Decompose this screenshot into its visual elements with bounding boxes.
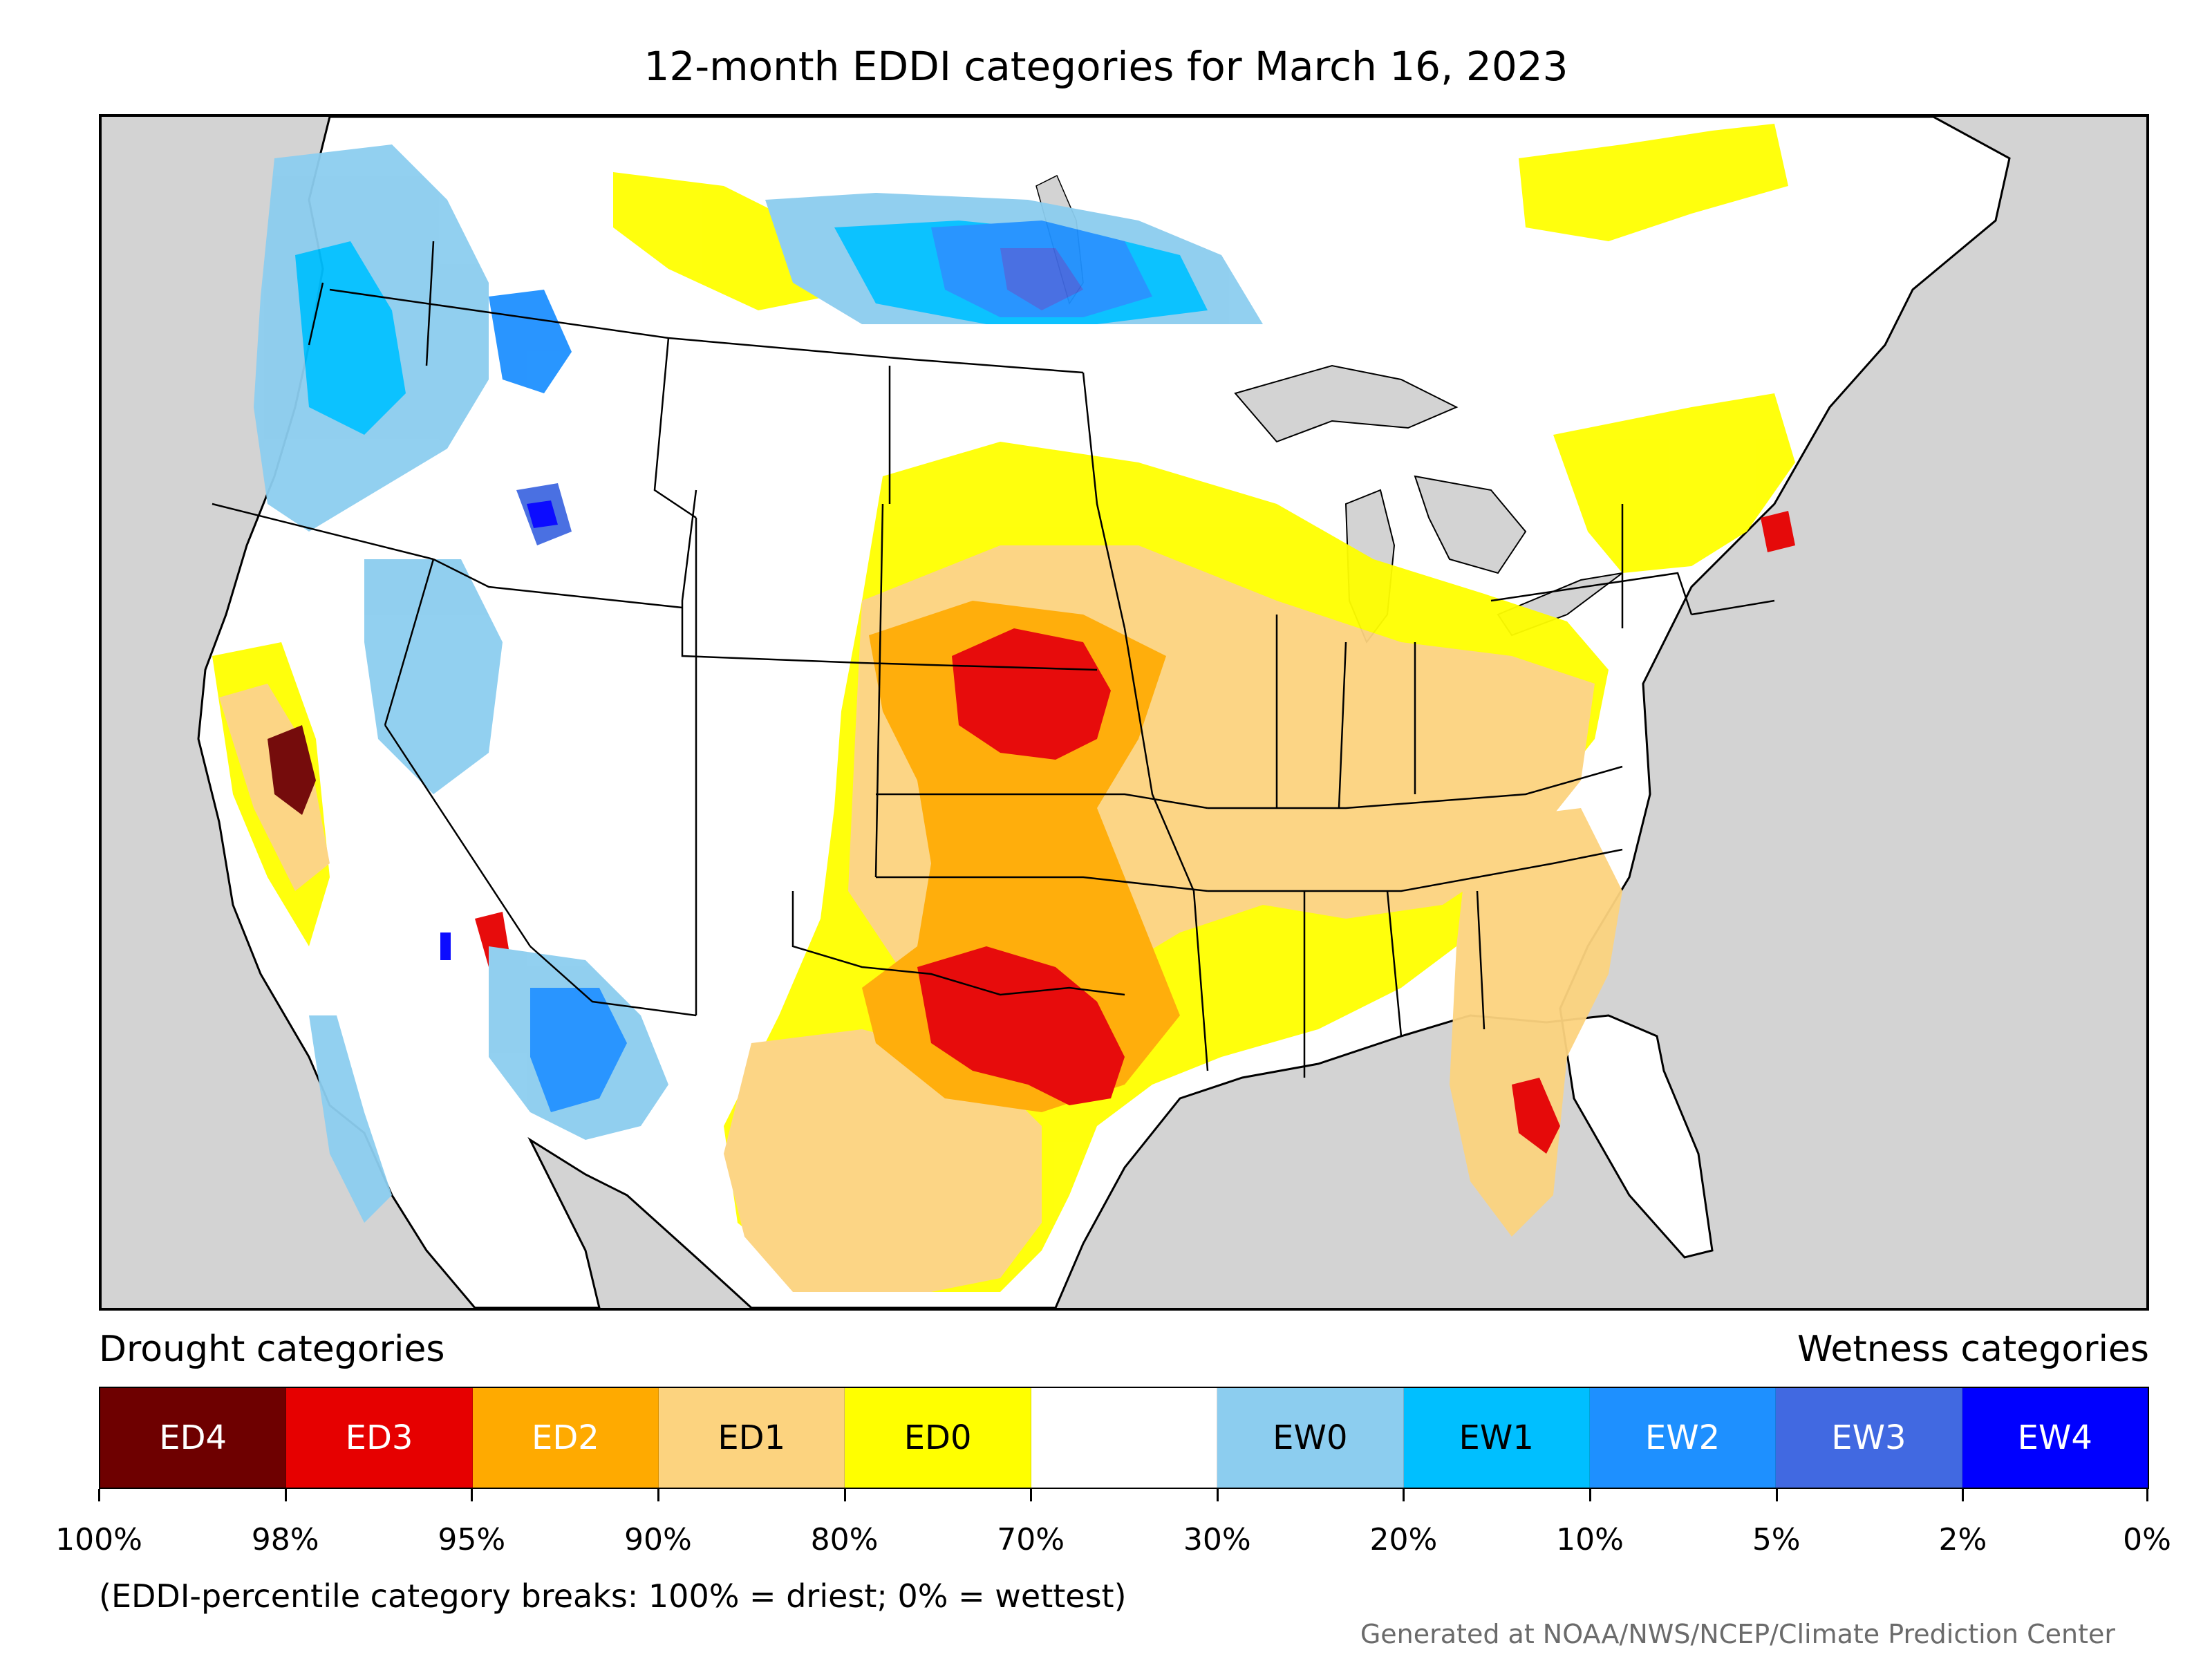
wetness-categories-heading: Wetness categories	[1797, 1329, 2149, 1370]
tick-label: 30%	[1183, 1522, 1251, 1557]
legend-swatch-ed2: ED2	[472, 1388, 659, 1488]
lake-huron	[1414, 475, 1527, 574]
drought-categories-heading: Drought categories	[99, 1329, 445, 1370]
tick-label: 20%	[1369, 1522, 1438, 1557]
patch-ew0-baja	[309, 1015, 392, 1223]
tick-label: 70%	[997, 1522, 1065, 1557]
legend-label-ew3: EW3	[1831, 1418, 1906, 1457]
tick-label: 98%	[251, 1522, 319, 1557]
tick-label: 2%	[1938, 1522, 1987, 1557]
tick-mark	[1030, 1489, 1033, 1501]
patch-ew0-nevada	[364, 559, 503, 794]
category-colorbar: ED4 ED3 ED2 ED1 ED0 EW0 EW1 EW2 EW3 EW4	[99, 1387, 2149, 1489]
patch-ew3-minnesota	[1000, 248, 1083, 310]
patch-ed3-florida	[1512, 1078, 1560, 1154]
eddi-map	[102, 117, 2146, 1308]
patch-ed3-nebraska	[952, 628, 1111, 760]
patch-ed1-southeast	[1450, 808, 1622, 1237]
legend-label-ed2: ED2	[531, 1418, 599, 1457]
legend-swatch-ed1: ED1	[659, 1388, 845, 1488]
patch-ew1-northwest	[295, 241, 406, 435]
tick-label: 95%	[438, 1522, 506, 1557]
tick-label: 10%	[1556, 1522, 1624, 1557]
colorbar-ticks: 100% 98% 95% 90% 80% 70% 30% 20% 10% 5% …	[55, 1489, 2171, 1557]
tick-mark	[1962, 1489, 1965, 1501]
legend-label-ed1: ED1	[718, 1418, 786, 1457]
patch-ed0-canada	[1519, 124, 1788, 241]
tick-mark	[657, 1489, 659, 1501]
lake-superior	[1234, 364, 1459, 443]
patch-ew2-arizona	[530, 988, 627, 1112]
legend-swatch-ew4: EW4	[1962, 1388, 2148, 1488]
map-frame	[99, 114, 2149, 1311]
legend-label-ew4: EW4	[2017, 1418, 2092, 1457]
legend-label-ew2: EW2	[1644, 1418, 1721, 1457]
category-patches	[212, 124, 1795, 1292]
legend-swatch-ed0: ED0	[845, 1388, 1031, 1488]
patch-ew4-mexico	[440, 932, 451, 960]
legend-label-ed3: ED3	[345, 1418, 413, 1457]
tick-label: 90%	[624, 1522, 692, 1557]
category-break-note: (EDDI-percentile category breaks: 100% =…	[99, 1577, 1127, 1615]
tick-mark	[1216, 1489, 1219, 1501]
tick-label: 100%	[55, 1522, 142, 1557]
tick-label: 80%	[810, 1522, 879, 1557]
legend-swatch-ed4: ED4	[100, 1388, 287, 1488]
tick-mark	[98, 1489, 100, 1501]
state-borders	[212, 241, 1775, 1078]
legend-swatch-ed3: ED3	[286, 1388, 473, 1488]
tick-mark	[1775, 1489, 1778, 1501]
legend-label-ew1: EW1	[1459, 1418, 1534, 1457]
map-title: 12-month EDDI categories for March 16, 2…	[644, 43, 1568, 90]
tick-mark	[2146, 1489, 2149, 1501]
credit-line: Generated at NOAA/NWS/NCEP/Climate Predi…	[1360, 1619, 2115, 1649]
tick-mark	[1589, 1489, 1592, 1501]
tick-mark	[1403, 1489, 1405, 1501]
legend-label-ew0: EW0	[1273, 1418, 1348, 1457]
tick-mark	[843, 1489, 846, 1501]
patch-ed4-california	[268, 725, 316, 815]
tick-label: 0%	[2123, 1522, 2171, 1557]
patch-ew4-idaho	[527, 500, 558, 528]
patch-ed3-massachusetts	[1761, 511, 1795, 552]
legend-label-ed0: ED0	[903, 1418, 972, 1457]
legend-swatch-ew2: EW2	[1589, 1388, 1777, 1488]
tick-label: 5%	[1752, 1522, 1801, 1557]
legend-swatch-ew3: EW3	[1776, 1388, 1962, 1488]
patch-ed0-montana	[613, 172, 827, 310]
legend-swatch-ew0: EW0	[1217, 1388, 1404, 1488]
legend-label-ed4: ED4	[159, 1418, 227, 1457]
legend-swatch-normal	[1031, 1388, 1218, 1488]
tick-mark	[471, 1489, 474, 1501]
patch-ed0-northeast	[1553, 393, 1795, 573]
legend-swatch-ew1: EW1	[1403, 1388, 1590, 1488]
tick-mark	[284, 1489, 287, 1501]
